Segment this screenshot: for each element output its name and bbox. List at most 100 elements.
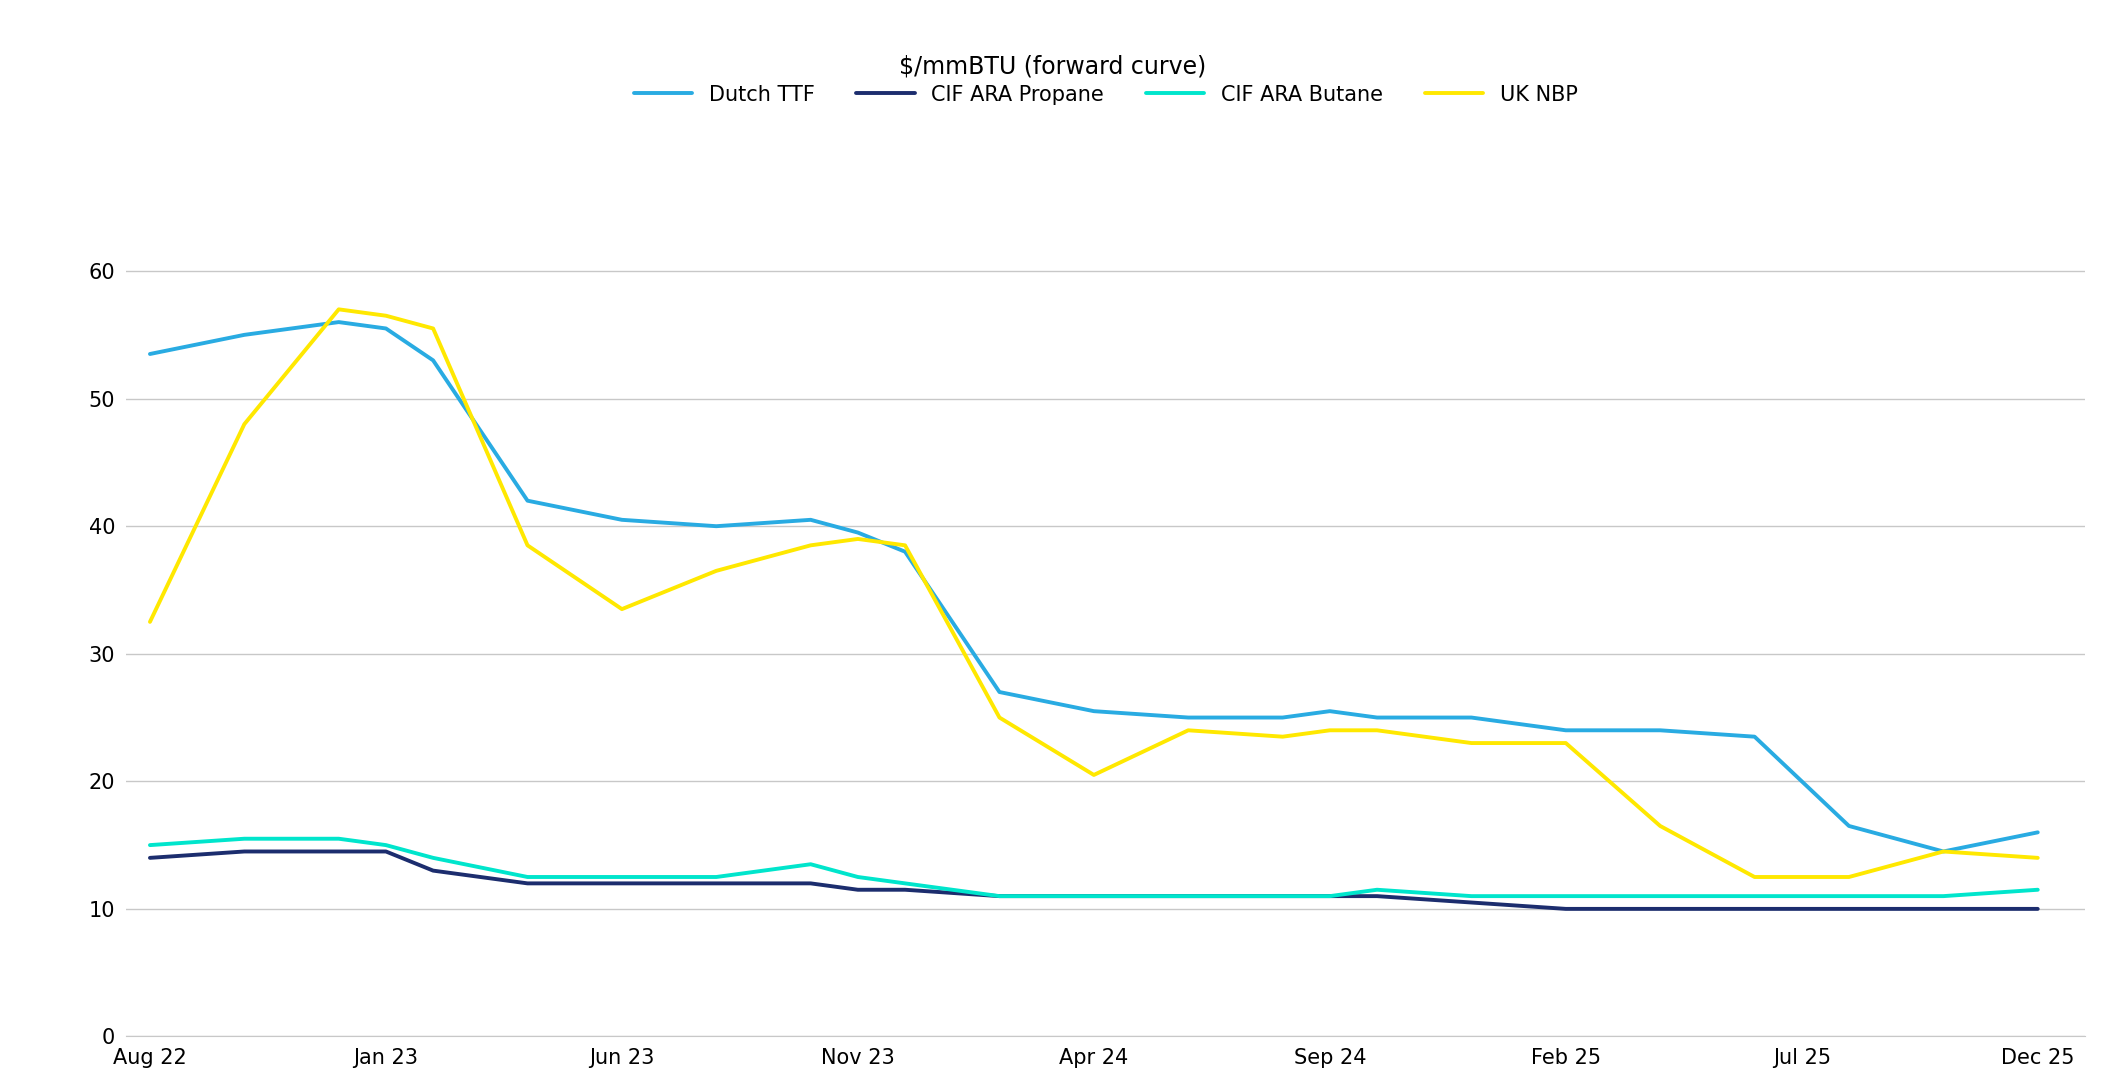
CIF ARA Butane	[845, 871, 870, 884]
CIF ARA Propane	[1365, 889, 1390, 902]
UK NBP	[1836, 871, 1862, 884]
CIF ARA Butane	[1270, 889, 1295, 902]
CIF ARA Propane	[1647, 902, 1672, 915]
CIF ARA Butane	[232, 832, 257, 846]
Dutch TTF	[893, 546, 918, 559]
CIF ARA Butane	[893, 877, 918, 890]
UK NBP	[1742, 871, 1767, 884]
CIF ARA Propane	[703, 877, 729, 890]
UK NBP	[1459, 736, 1485, 750]
CIF ARA Propane	[326, 844, 352, 858]
Dutch TTF	[1365, 711, 1390, 724]
UK NBP	[373, 309, 398, 322]
CIF ARA Butane	[1365, 884, 1390, 897]
CIF ARA Propane	[232, 844, 257, 858]
UK NBP	[514, 539, 539, 552]
Legend: Dutch TTF, CIF ARA Propane, CIF ARA Butane, UK NBP: Dutch TTF, CIF ARA Propane, CIF ARA Buta…	[625, 76, 1586, 113]
UK NBP	[2026, 851, 2051, 864]
Dutch TTF	[1175, 711, 1200, 724]
UK NBP	[988, 711, 1013, 724]
CIF ARA Propane	[798, 877, 823, 890]
Dutch TTF	[1647, 723, 1672, 736]
CIF ARA Butane	[798, 858, 823, 871]
CIF ARA Butane	[1931, 889, 1956, 902]
UK NBP	[232, 418, 257, 431]
CIF ARA Butane	[373, 839, 398, 852]
Dutch TTF	[326, 315, 352, 328]
CIF ARA Propane	[137, 851, 162, 864]
CIF ARA Propane	[1931, 902, 1956, 915]
CIF ARA Butane	[703, 871, 729, 884]
UK NBP	[703, 564, 729, 577]
Dutch TTF	[2026, 826, 2051, 839]
CIF ARA Propane	[373, 844, 398, 858]
Dutch TTF	[1836, 819, 1862, 832]
CIF ARA Butane	[137, 839, 162, 852]
CIF ARA Butane	[1175, 889, 1200, 902]
UK NBP	[1365, 723, 1390, 736]
CIF ARA Propane	[845, 884, 870, 897]
Dutch TTF	[1316, 705, 1342, 718]
UK NBP	[1175, 723, 1200, 736]
Dutch TTF	[373, 322, 398, 335]
Dutch TTF	[798, 513, 823, 526]
CIF ARA Butane	[1316, 889, 1342, 902]
UK NBP	[798, 539, 823, 552]
Line: CIF ARA Butane: CIF ARA Butane	[150, 839, 2039, 896]
CIF ARA Propane	[609, 877, 634, 890]
CIF ARA Propane	[1270, 889, 1295, 902]
CIF ARA Butane	[2026, 884, 2051, 897]
Dutch TTF	[1459, 711, 1485, 724]
Dutch TTF	[845, 526, 870, 539]
UK NBP	[137, 615, 162, 628]
Dutch TTF	[421, 353, 446, 367]
Dutch TTF	[1552, 723, 1577, 736]
Dutch TTF	[1931, 844, 1956, 858]
CIF ARA Propane	[2026, 902, 2051, 915]
UK NBP	[421, 322, 446, 335]
CIF ARA Propane	[1080, 889, 1106, 902]
Dutch TTF	[1270, 711, 1295, 724]
UK NBP	[1647, 819, 1672, 832]
UK NBP	[1316, 723, 1342, 736]
CIF ARA Butane	[1742, 889, 1767, 902]
Line: CIF ARA Propane: CIF ARA Propane	[150, 851, 2039, 909]
CIF ARA Butane	[421, 851, 446, 864]
CIF ARA Propane	[1459, 896, 1485, 909]
CIF ARA Propane	[421, 864, 446, 877]
UK NBP	[1552, 736, 1577, 750]
UK NBP	[1080, 768, 1106, 781]
Dutch TTF	[232, 328, 257, 341]
UK NBP	[845, 532, 870, 546]
CIF ARA Propane	[988, 889, 1013, 902]
CIF ARA Propane	[1175, 889, 1200, 902]
Dutch TTF	[514, 494, 539, 507]
CIF ARA Butane	[1552, 889, 1577, 902]
CIF ARA Butane	[326, 832, 352, 846]
CIF ARA Butane	[1836, 889, 1862, 902]
CIF ARA Butane	[609, 871, 634, 884]
UK NBP	[893, 539, 918, 552]
Dutch TTF	[1742, 730, 1767, 743]
Line: Dutch TTF: Dutch TTF	[150, 322, 2039, 851]
Dutch TTF	[137, 347, 162, 360]
CIF ARA Butane	[1080, 889, 1106, 902]
CIF ARA Propane	[1742, 902, 1767, 915]
CIF ARA Propane	[893, 884, 918, 897]
UK NBP	[609, 602, 634, 615]
CIF ARA Propane	[1316, 889, 1342, 902]
CIF ARA Propane	[514, 877, 539, 890]
CIF ARA Butane	[988, 889, 1013, 902]
UK NBP	[326, 303, 352, 316]
UK NBP	[1270, 730, 1295, 743]
Dutch TTF	[1080, 705, 1106, 718]
Dutch TTF	[609, 513, 634, 526]
Dutch TTF	[988, 685, 1013, 698]
Text: $/mmBTU (forward curve): $/mmBTU (forward curve)	[899, 55, 1207, 79]
CIF ARA Butane	[514, 871, 539, 884]
CIF ARA Butane	[1459, 889, 1485, 902]
CIF ARA Propane	[1836, 902, 1862, 915]
UK NBP	[1931, 844, 1956, 858]
Line: UK NBP: UK NBP	[150, 310, 2039, 877]
Dutch TTF	[703, 519, 729, 532]
